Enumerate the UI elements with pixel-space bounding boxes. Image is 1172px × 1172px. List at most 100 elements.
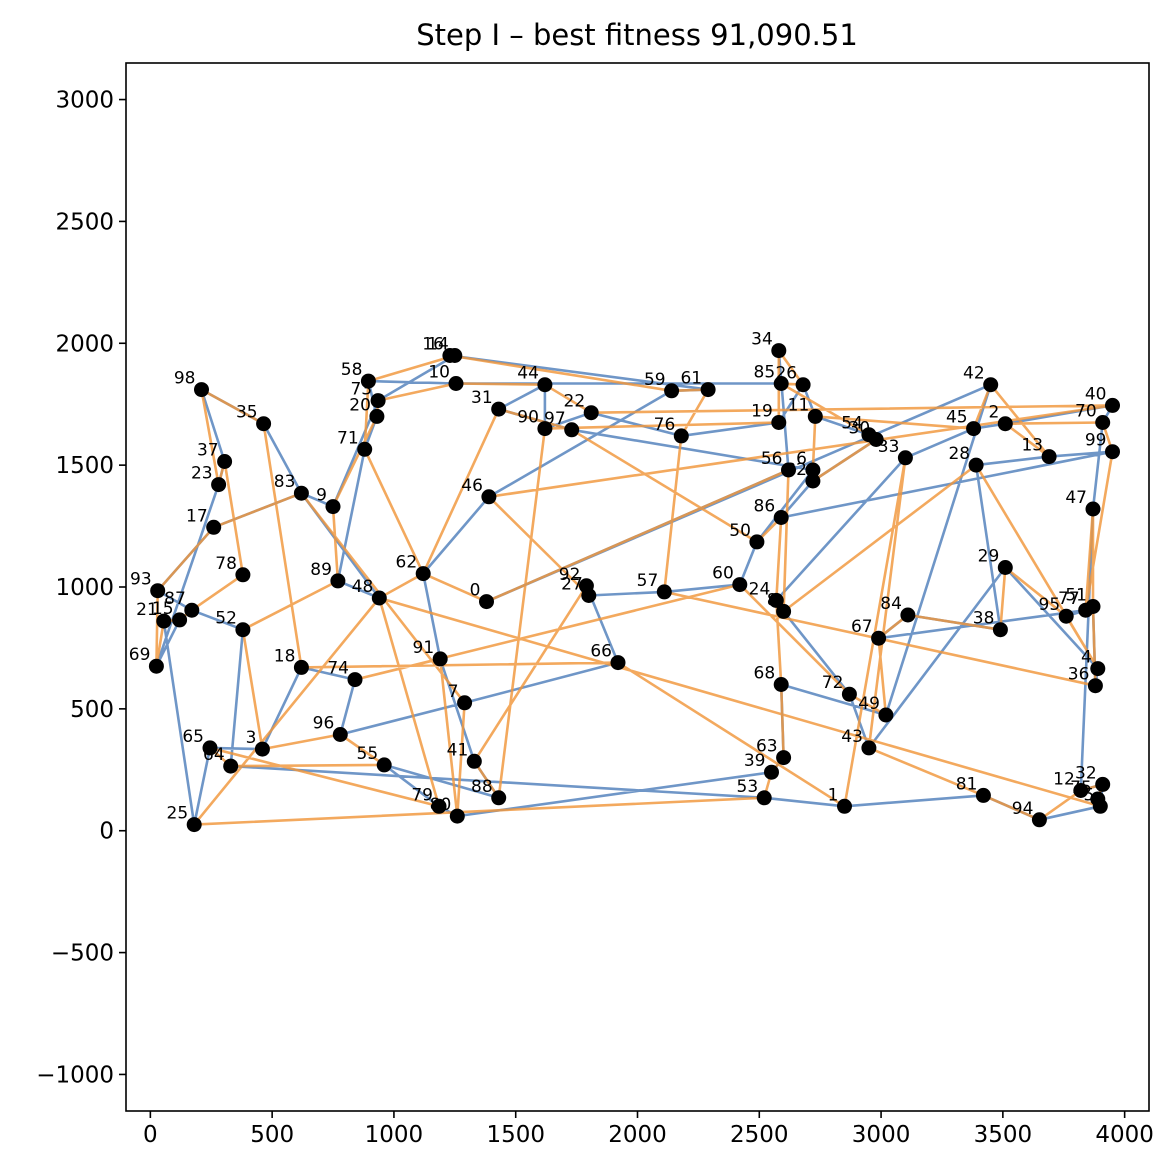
node-point — [1105, 397, 1120, 413]
node-point — [997, 416, 1013, 432]
node-point — [656, 584, 672, 600]
node-point — [466, 753, 482, 769]
node-point — [610, 655, 626, 671]
node-point — [235, 567, 251, 583]
node-label: 10 — [428, 363, 450, 383]
node-point — [457, 695, 473, 711]
node-label: 73 — [350, 380, 372, 400]
node-label: 95 — [1039, 595, 1061, 615]
node-point — [370, 393, 386, 409]
node-label: 96 — [313, 714, 335, 734]
y-tick-label: 1500 — [55, 453, 114, 479]
x-tick-label: 1000 — [365, 1122, 424, 1148]
node-point — [256, 416, 272, 432]
node-label: 51 — [1065, 586, 1087, 606]
x-tick-label: 1500 — [486, 1122, 545, 1148]
node-point — [148, 658, 164, 674]
node-label: 24 — [749, 579, 771, 599]
node-label: 42 — [963, 364, 985, 384]
node-point — [194, 382, 209, 398]
node-point — [776, 750, 792, 766]
node-point — [150, 583, 166, 599]
node-point — [479, 594, 494, 610]
node-label: 8 — [767, 590, 778, 610]
node-label: 65 — [182, 727, 204, 747]
node-point — [371, 590, 387, 606]
node-point — [771, 415, 787, 430]
node-point — [1090, 791, 1106, 807]
x-axis: 0 500 1000 1500 2000 2500 3000 3500 4000 — [143, 1111, 1154, 1148]
node-label: 22 — [564, 392, 586, 412]
x-tick-label: 3500 — [974, 1122, 1033, 1148]
node-label: 88 — [471, 777, 493, 797]
y-tick-label: −500 — [51, 941, 114, 967]
node-point — [330, 573, 346, 589]
node-label: 20 — [349, 395, 371, 415]
node-label: 76 — [654, 415, 676, 435]
y-tick-label: 3000 — [55, 88, 114, 114]
node-label: 4 — [1081, 648, 1092, 668]
y-tick-label: 0 — [99, 819, 114, 845]
node-point — [293, 659, 309, 675]
node-point — [442, 348, 458, 363]
node-label: 56 — [761, 449, 783, 469]
node-label: 79 — [411, 785, 433, 805]
node-point — [771, 343, 787, 359]
node-label: 67 — [851, 617, 873, 637]
node-label: 36 — [1068, 665, 1090, 685]
node-label: 59 — [644, 370, 666, 390]
node-point — [578, 578, 594, 594]
node-label: 32 — [1075, 763, 1097, 783]
node-label: 31 — [471, 388, 493, 408]
node-label: 94 — [1012, 799, 1034, 819]
node-label: 47 — [1065, 488, 1087, 508]
node-point — [448, 376, 464, 391]
node-label: 84 — [880, 594, 902, 614]
node-point — [1031, 812, 1047, 828]
node-point — [871, 630, 887, 646]
node-label: 17 — [186, 506, 208, 526]
node-point — [1078, 602, 1094, 618]
node-point — [202, 740, 218, 756]
x-tick-label: 4000 — [1095, 1122, 1154, 1148]
node-label: 21 — [136, 600, 158, 620]
node-label: 27 — [561, 575, 583, 595]
node-label: 62 — [396, 553, 418, 573]
node-label: 58 — [341, 360, 363, 380]
node-point — [673, 428, 689, 444]
node-point — [861, 740, 877, 756]
node-point — [897, 450, 913, 466]
node-point — [357, 441, 373, 457]
node-label: 13 — [1021, 436, 1043, 456]
node-point — [537, 377, 553, 393]
node-point — [805, 462, 821, 478]
node-label: 23 — [191, 464, 213, 484]
node-point — [172, 612, 188, 628]
node-label: 46 — [461, 476, 483, 496]
node-label: 98 — [174, 369, 196, 389]
node-point — [431, 798, 447, 814]
node-label: 87 — [164, 589, 186, 609]
x-tick-label: 2000 — [608, 1122, 667, 1148]
axes-frame — [125, 62, 1150, 1112]
node-point — [773, 376, 789, 391]
node-label: 30 — [849, 419, 871, 439]
node-label: 26 — [775, 364, 797, 384]
node-label: 35 — [236, 403, 258, 423]
node-point — [837, 798, 852, 814]
node-point — [211, 477, 227, 493]
node-point — [235, 622, 251, 638]
node-label: 81 — [956, 774, 978, 794]
node-point — [186, 817, 202, 833]
node-label: 70 — [1075, 402, 1097, 422]
node-label: 33 — [878, 437, 900, 457]
node-point — [749, 534, 765, 550]
y-tick-label: 2000 — [55, 331, 114, 357]
node-label: 60 — [712, 564, 734, 584]
node-label: 61 — [680, 369, 702, 389]
node-label: 91 — [413, 638, 435, 658]
node-label: 92 — [559, 565, 581, 585]
node-point — [966, 421, 982, 437]
node-point — [983, 377, 999, 393]
